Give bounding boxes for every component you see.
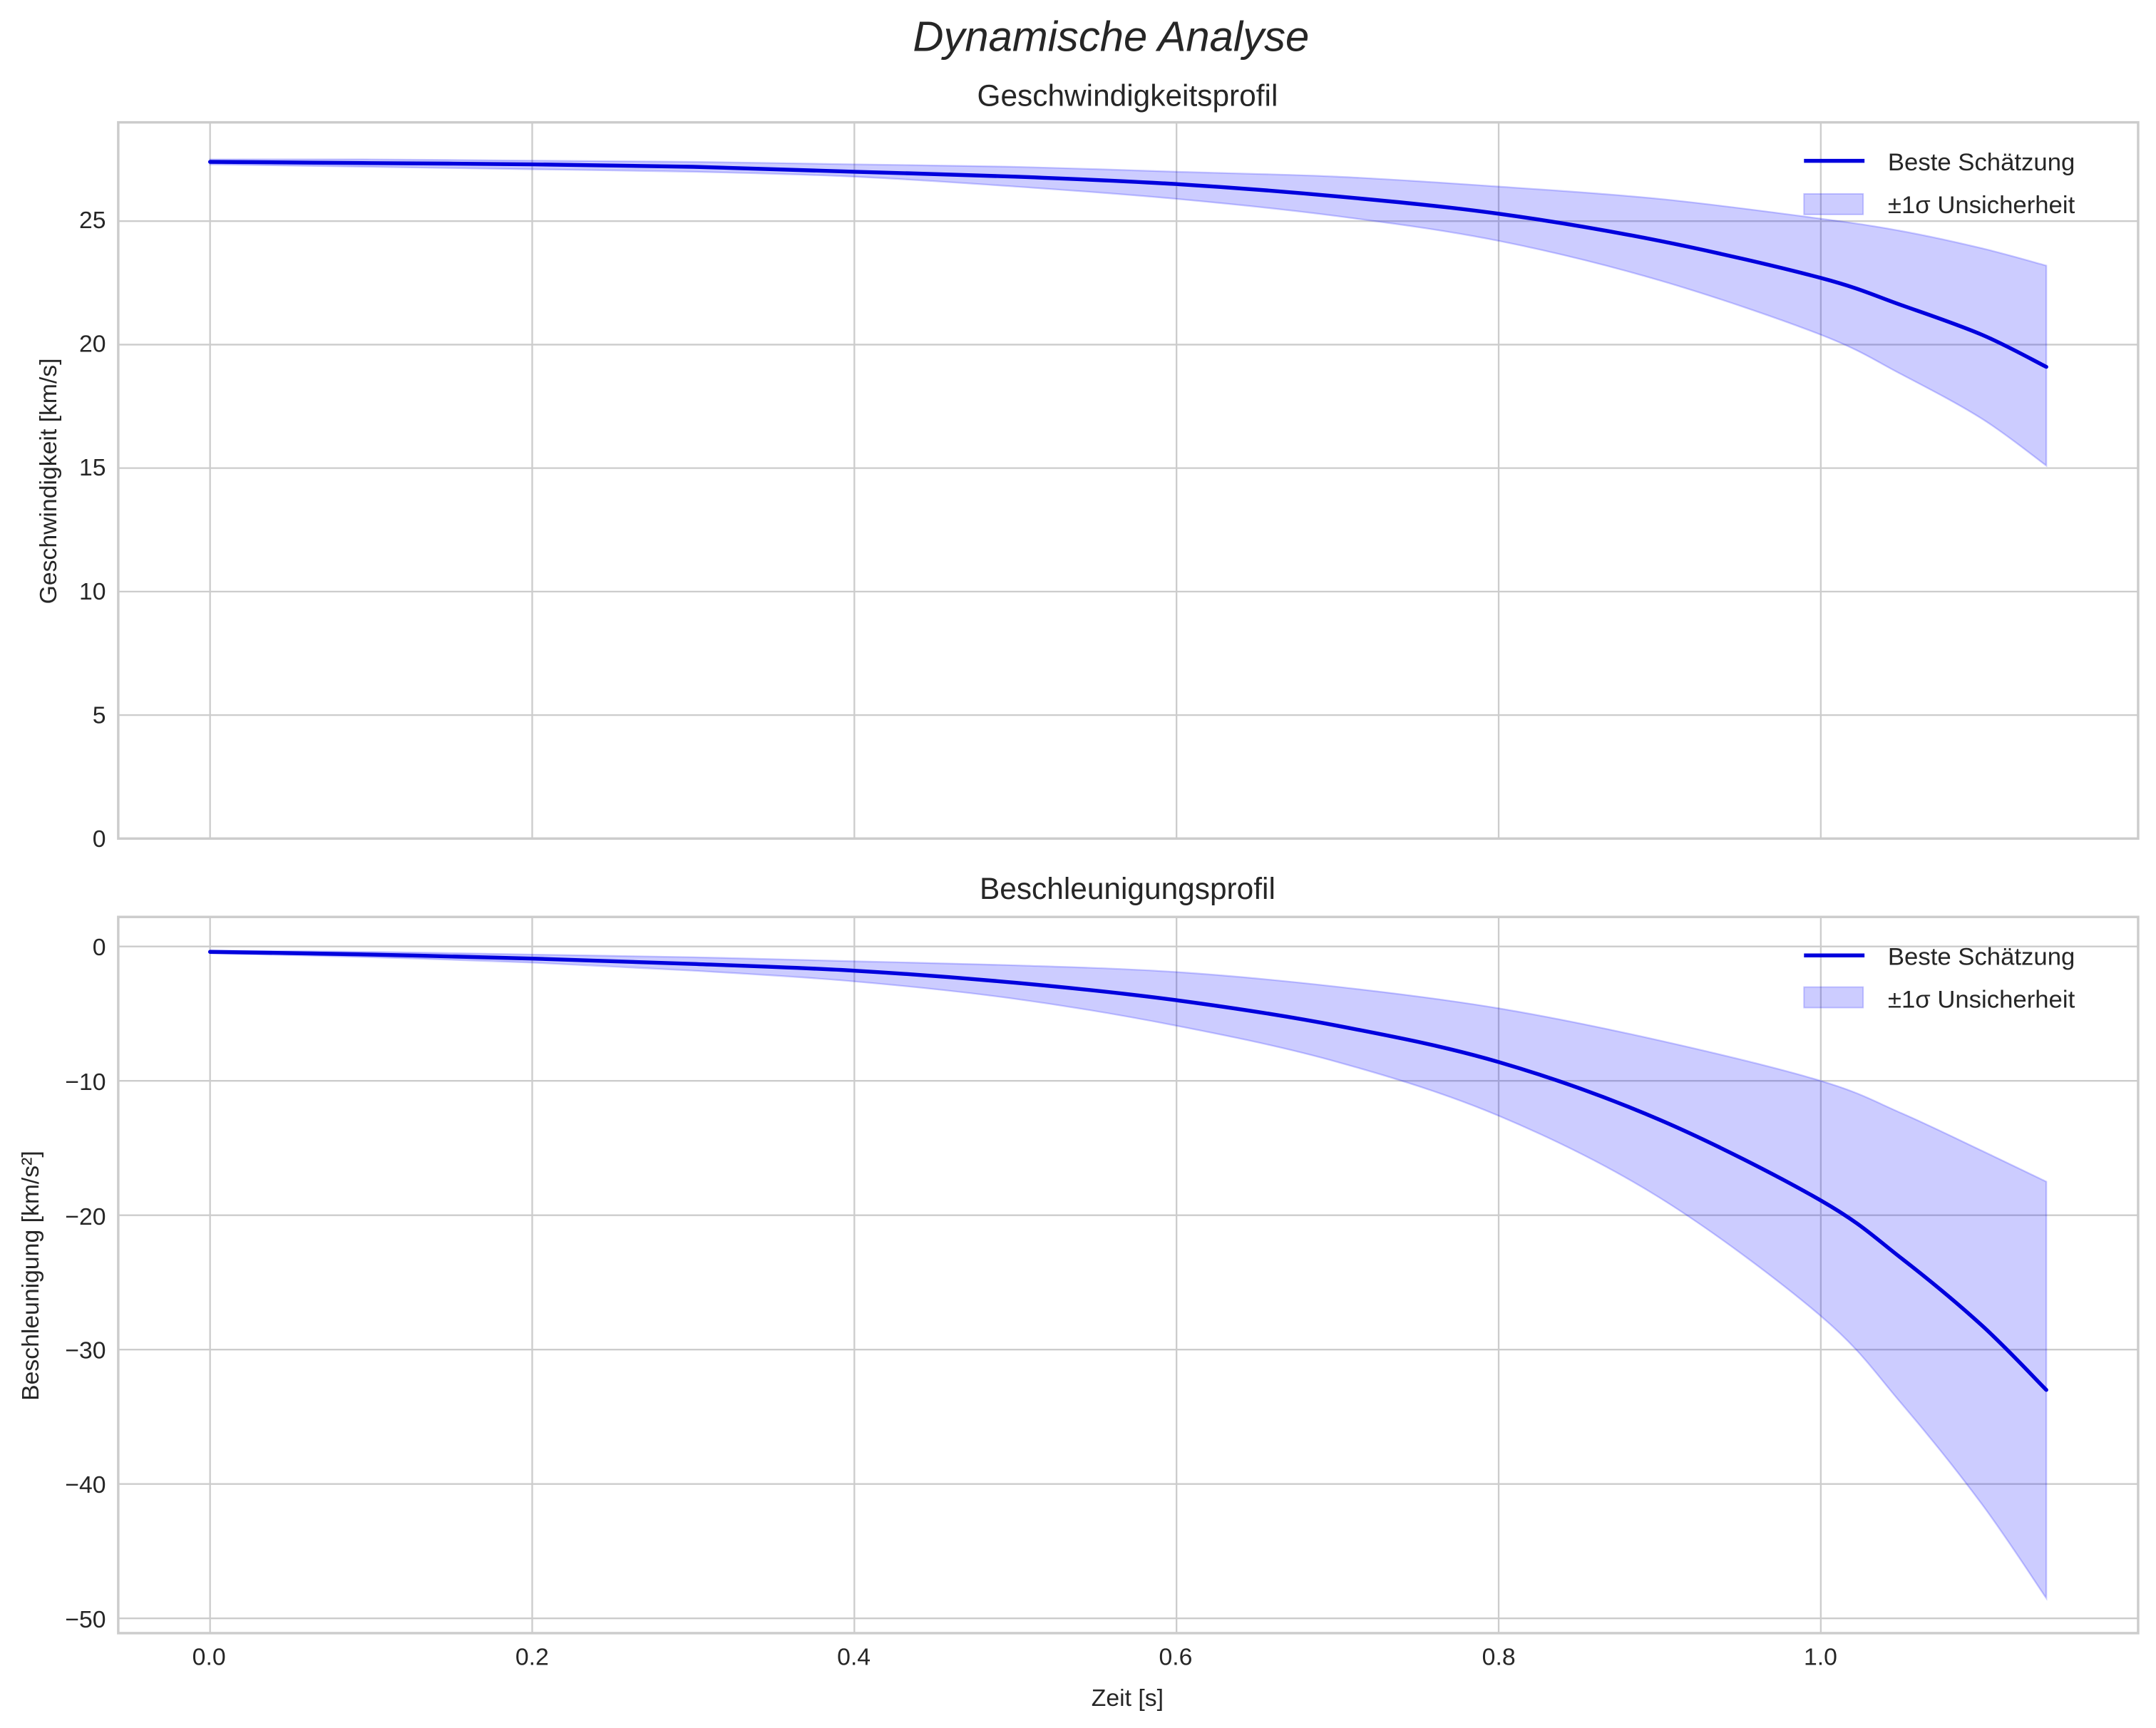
y-tick-label: 5	[93, 701, 106, 729]
y-tick-label: −30	[65, 1337, 106, 1364]
legend-label-best: Beste Schätzung	[1888, 149, 2075, 176]
best-estimate-line	[207, 950, 2048, 1392]
x-axis-label: Zeit [s]	[1092, 1685, 1164, 1712]
y-tick-label: 10	[79, 578, 106, 605]
y-ticks: 0 −10 −20 −30 −40 −50	[65, 934, 106, 1633]
y-tick-label: −40	[65, 1471, 106, 1498]
best-estimate-line	[207, 160, 2048, 369]
uncertainty-band	[209, 950, 2048, 1601]
y-tick-label: 25	[79, 207, 106, 234]
axes-frame	[117, 120, 2140, 840]
legend-label-best: Beste Schätzung	[1888, 944, 2075, 971]
y-tick-label: −20	[65, 1203, 106, 1230]
x-tick-label: 0.2	[515, 1643, 549, 1670]
figure-title: Dynamische Analyse	[913, 12, 1309, 60]
grid	[118, 917, 2138, 1633]
y-tick-label: 0	[93, 934, 106, 961]
y-tick-label: −10	[65, 1069, 106, 1096]
panel-acceleration: Beschleunigungsprofil 0 −10 −20 −30 −40 …	[17, 872, 2140, 1712]
y-ticks: 0 5 10 15 20 25	[79, 207, 106, 853]
y-tick-label: 0	[93, 826, 106, 853]
legend-band-swatch	[1803, 986, 1864, 1009]
legend-label-band: ±1σ Unsicherheit	[1888, 987, 2075, 1014]
legend: Beste Schätzung ±1σ Unsicherheit	[1803, 149, 2075, 219]
y-axis-label: Beschleunigung [km/s²]	[17, 1151, 44, 1401]
y-axis-label: Geschwindigkeit [km/s]	[35, 358, 62, 604]
axes-frame	[117, 915, 2140, 1635]
panel-velocity: Geschwindigkeitsprofil 0 5 10 15 20 25 G…	[35, 78, 2140, 853]
legend-label-band: ±1σ Unsicherheit	[1888, 192, 2075, 219]
y-tick-label: 15	[79, 454, 106, 481]
x-tick-label: 1.0	[1804, 1643, 1837, 1670]
y-tick-label: −50	[65, 1606, 106, 1633]
y-tick-label: 20	[79, 331, 106, 358]
uncertainty-band	[209, 158, 2048, 468]
legend: Beste Schätzung ±1σ Unsicherheit	[1803, 944, 2075, 1014]
x-tick-label: 0.0	[192, 1643, 226, 1670]
legend-band-swatch	[1803, 192, 1864, 215]
x-tick-label: 0.6	[1159, 1643, 1192, 1670]
panel-title: Beschleunigungsprofil	[980, 872, 1275, 905]
x-tick-label: 0.8	[1482, 1643, 1516, 1670]
x-ticks: 0.0 0.2 0.4 0.6 0.8 1.0	[192, 1643, 1837, 1670]
x-tick-label: 0.4	[837, 1643, 871, 1670]
panel-title: Geschwindigkeitsprofil	[977, 78, 1278, 112]
